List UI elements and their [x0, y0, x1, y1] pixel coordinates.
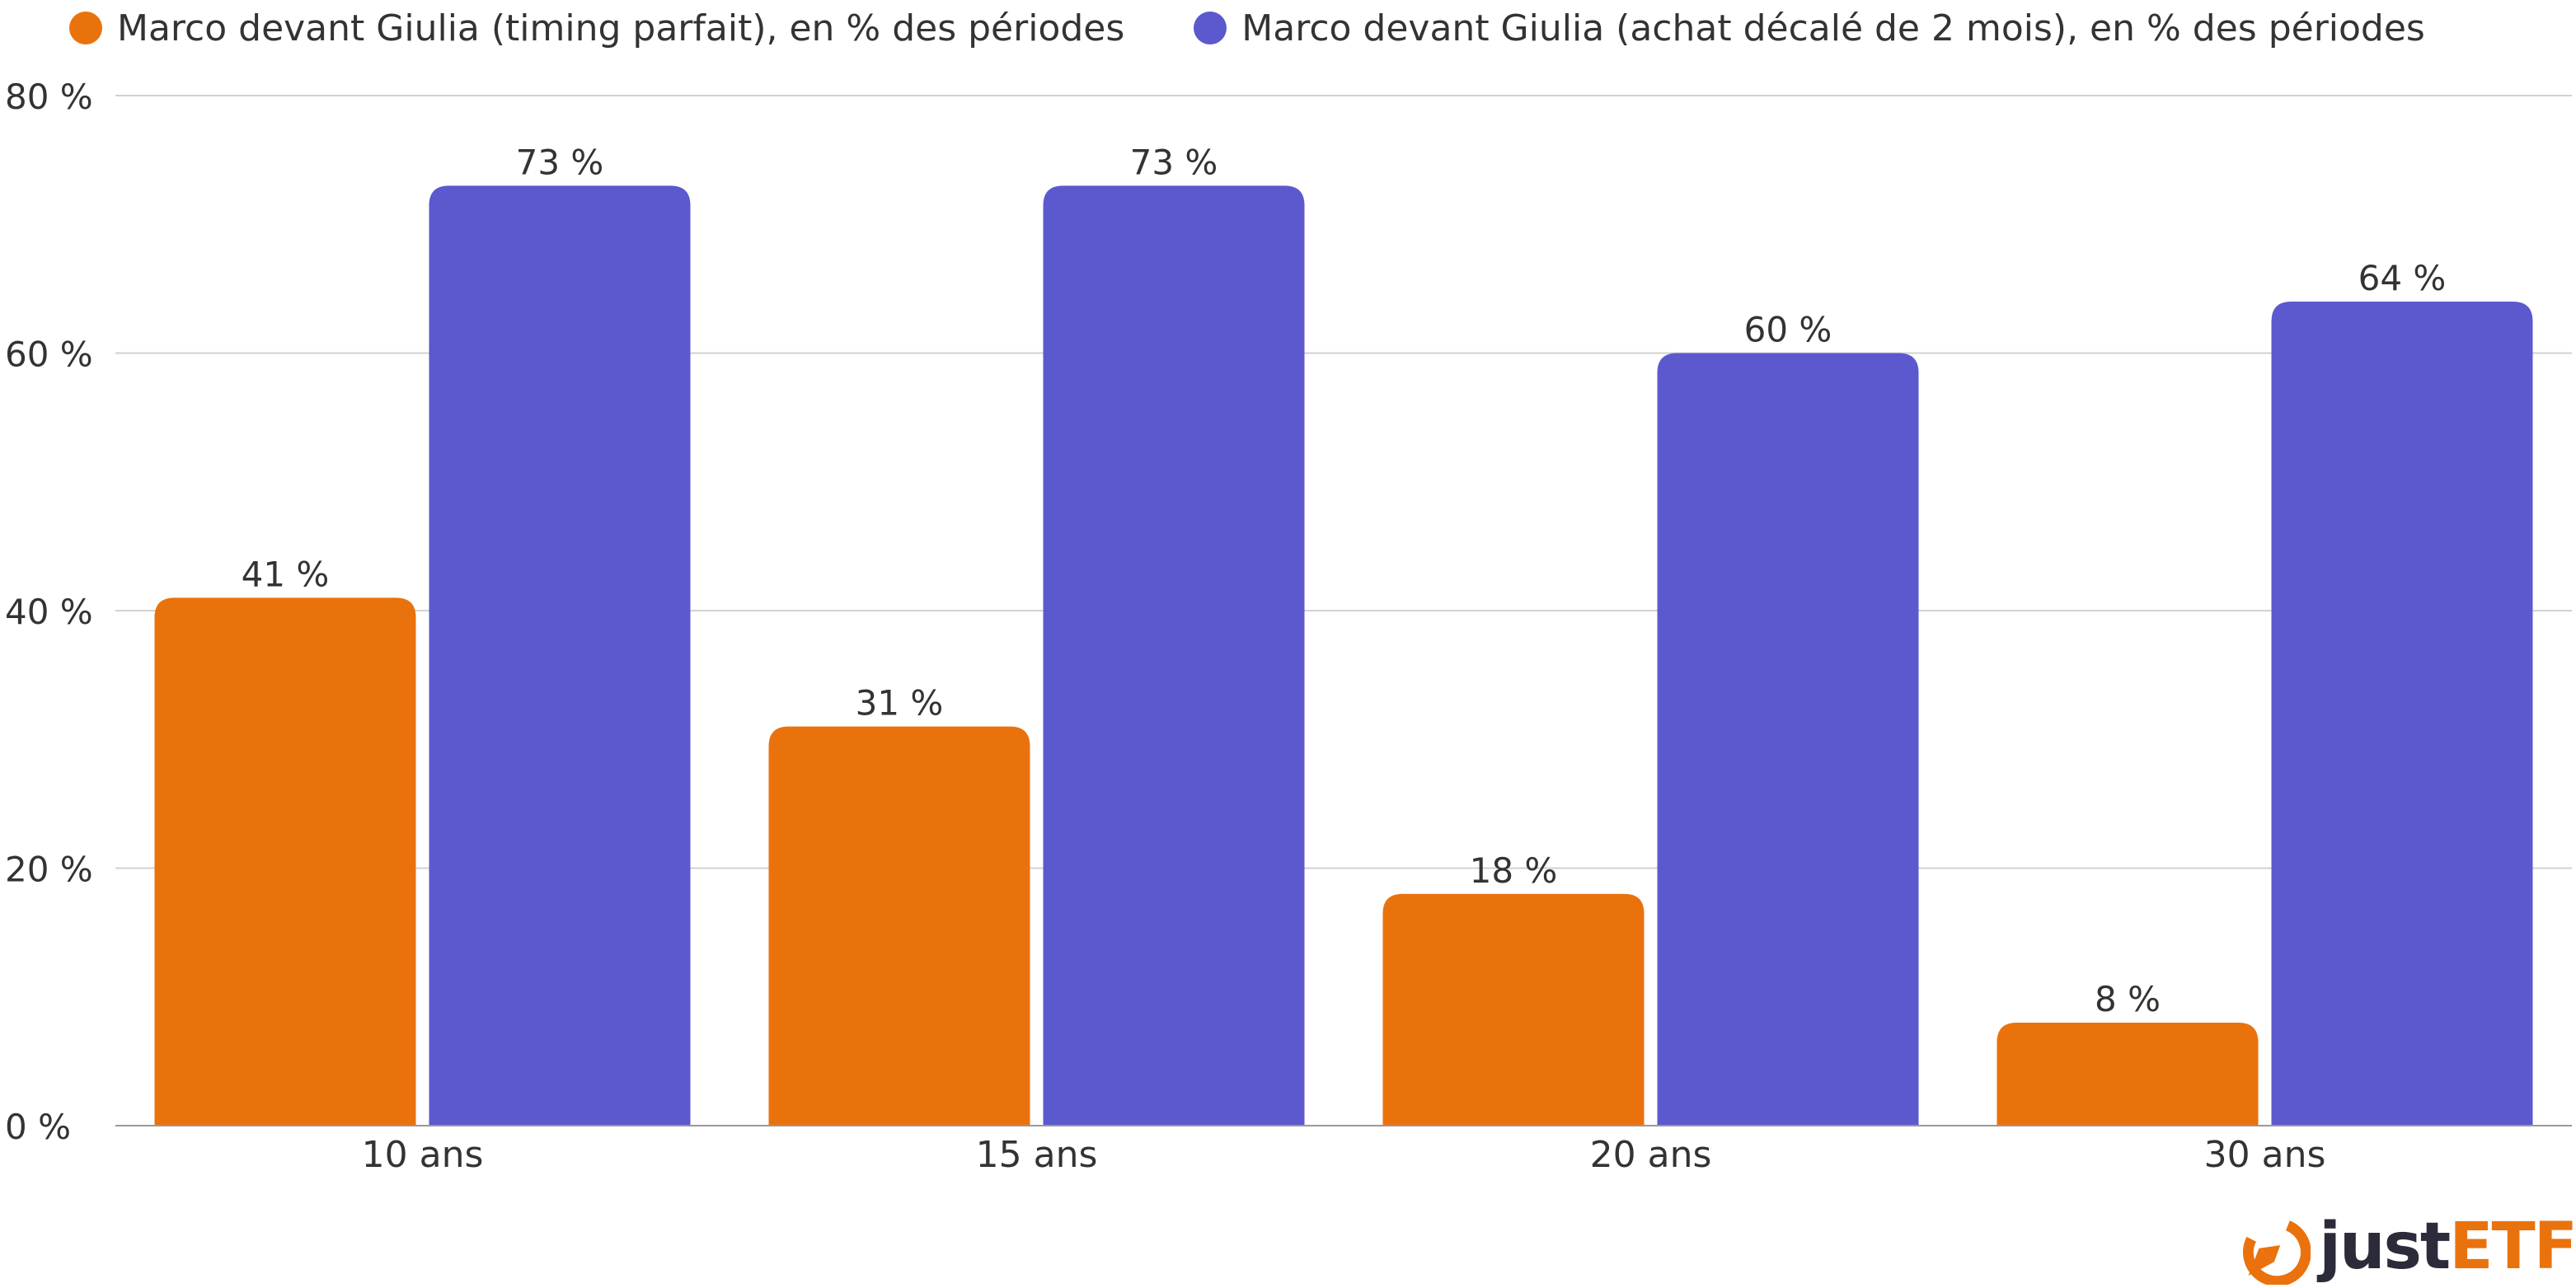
bar	[154, 597, 416, 1126]
bars	[154, 185, 2533, 1126]
bar	[768, 726, 1030, 1126]
legend-item-achat-decale: Marco devant Giulia (achat décalé de 2 m…	[1194, 7, 2425, 49]
legend-swatch-orange	[69, 12, 102, 44]
y-tick-label: 80 %	[5, 77, 93, 117]
y-tick-label: 0 %	[5, 1107, 71, 1147]
y-tick-label: 40 %	[5, 592, 93, 632]
data-label: 64 %	[2358, 258, 2447, 298]
bar	[1043, 185, 1305, 1126]
data-labels: 41 % 73 % 31 % 73 % 18 % 60 % 8 % 64 %	[242, 142, 2447, 1019]
data-label: 41 %	[242, 554, 330, 594]
justetf-logo: just ETF	[2235, 1209, 2576, 1285]
y-tick-label: 60 %	[5, 335, 93, 375]
data-label: 8 %	[2095, 979, 2161, 1019]
chart-legend: Marco devant Giulia (timing parfait), en…	[69, 3, 2425, 53]
bar	[1382, 893, 1645, 1126]
x-tick-label: 15 ans	[976, 1134, 1098, 1176]
bar	[1657, 353, 1919, 1126]
data-label: 18 %	[1470, 850, 1558, 891]
data-label: 31 %	[856, 683, 944, 724]
data-label: 73 %	[516, 142, 604, 182]
bar	[2271, 302, 2533, 1126]
x-tick-label: 30 ans	[2204, 1134, 2326, 1176]
brand-just: just	[2319, 1210, 2451, 1284]
bar	[1997, 1023, 2259, 1126]
brand-etf: ETF	[2449, 1210, 2576, 1284]
justetf-logo-icon	[2243, 1220, 2311, 1285]
x-tick-label: 20 ans	[1590, 1134, 1712, 1176]
bar	[429, 185, 691, 1126]
data-label: 60 %	[1744, 310, 1832, 350]
axes: 0 % 20 % 40 % 60 % 80 % 10 ans 15 ans 20 ans 30 …	[5, 77, 2572, 1176]
legend-item-timing-parfait: Marco devant Giulia (timing parfait), en…	[69, 7, 1124, 49]
legend-label: Marco devant Giulia (timing parfait), en…	[117, 7, 1125, 49]
legend-swatch-purple	[1194, 12, 1227, 44]
x-tick-label: 10 ans	[362, 1134, 484, 1176]
legend-label: Marco devant Giulia (achat décalé de 2 m…	[1241, 7, 2425, 49]
data-label: 73 %	[1130, 142, 1218, 182]
y-tick-label: 20 %	[5, 850, 93, 890]
